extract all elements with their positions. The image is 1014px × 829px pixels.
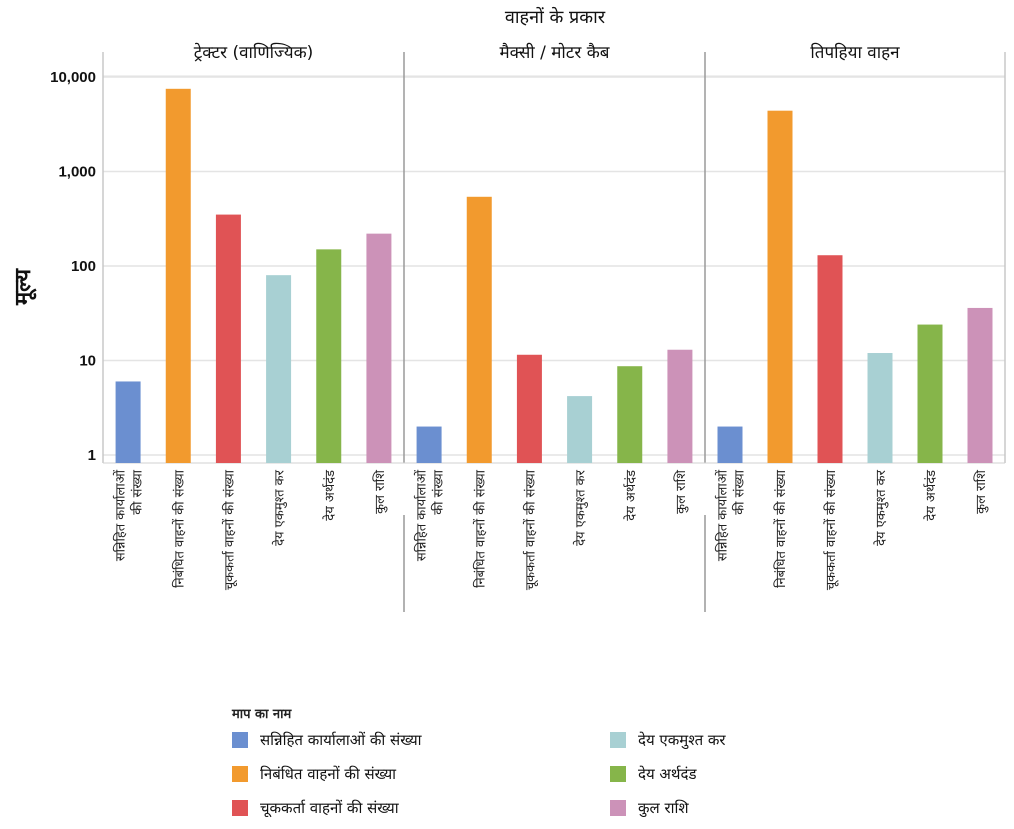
legend-swatch <box>610 766 626 782</box>
y-tick-label: 100 <box>71 258 96 275</box>
bar[interactable] <box>165 88 191 464</box>
x-tick-label: सन्निहित कार्यालाओं <box>113 469 129 561</box>
legend-label: देय एकमुश्त कर <box>638 731 726 749</box>
y-tick-label: 10 <box>79 353 96 370</box>
bar[interactable] <box>316 249 342 463</box>
x-tick-label: देय अर्थदंड <box>623 469 639 521</box>
x-tick-label: सन्निहित कार्यालाओं <box>414 469 430 561</box>
x-tick-label: कुल राशि <box>673 469 689 514</box>
legend-item[interactable]: निबंधित वाहनों की संख्या <box>232 764 396 784</box>
bar[interactable] <box>115 381 141 463</box>
legend-label: सन्निहित कार्यालाओं की संख्या <box>260 731 422 749</box>
x-tick-label: निबंधित वाहनों की संख्या <box>773 469 789 588</box>
legend-swatch <box>232 766 248 782</box>
legend-title: माप का नाम <box>232 707 292 722</box>
y-tick-label: 10,000 <box>50 69 96 86</box>
legend-label: देय अर्थदंड <box>638 765 697 783</box>
bar[interactable] <box>266 275 292 463</box>
bar[interactable] <box>516 354 542 463</box>
bar[interactable] <box>215 214 241 463</box>
bar[interactable] <box>567 396 593 463</box>
x-tick-label: देय अर्थदंड <box>322 469 338 521</box>
x-tick-label: कुल राशि <box>372 469 388 514</box>
legend-label: चूककर्ता वाहनों की संख्या <box>260 799 399 817</box>
y-tick-label: 1,000 <box>58 164 96 181</box>
x-tick-label: देय एकमुश्त कर <box>272 469 288 546</box>
legend-label: निबंधित वाहनों की संख्या <box>260 765 397 783</box>
legend-item[interactable]: चूककर्ता वाहनों की संख्या <box>232 798 399 818</box>
bar[interactable] <box>867 353 893 463</box>
legend-item[interactable]: देय एकमुश्त कर <box>610 730 726 750</box>
legend-label: कुल राशि <box>638 799 689 817</box>
legend-swatch <box>610 800 626 816</box>
x-tick-label: चूककर्ता वाहनों की संख्या <box>823 469 839 590</box>
y-axis-label: मूल्य <box>11 268 37 306</box>
legend-item[interactable]: सन्निहित कार्यालाओं की संख्या <box>232 730 422 750</box>
bar[interactable] <box>817 255 843 463</box>
x-tick-label: देय अर्थदंड <box>923 469 939 521</box>
x-tick-label: कुल राशि <box>973 469 989 514</box>
chart-title: वाहनों के प्रकार <box>505 6 606 28</box>
x-tick-label: निबंधित वाहनों की संख्या <box>472 469 488 588</box>
x-tick-label: की संख्या <box>732 469 748 514</box>
x-tick-label: की संख्या <box>130 469 146 514</box>
legend: माप का नाम सन्निहित कार्यालाओं की संख्या… <box>228 700 788 825</box>
legend-swatch <box>232 800 248 816</box>
x-tick-label: निबंधित वाहनों की संख्या <box>171 469 187 588</box>
bar[interactable] <box>717 426 743 463</box>
panel-title: मैक्सी / मोटर कैब <box>499 42 609 63</box>
y-tick-label: 1 <box>88 447 96 464</box>
bar[interactable] <box>617 366 643 463</box>
bar[interactable] <box>466 196 492 463</box>
panel-title: ट्रेक्टर (वाणिज्यिक) <box>194 42 314 63</box>
x-tick-label: की संख्या <box>431 469 447 514</box>
legend-swatch <box>232 732 248 748</box>
grid-layer <box>102 52 1006 612</box>
panel-title: तिपहिया वाहन <box>810 42 900 63</box>
bar[interactable] <box>917 324 943 463</box>
x-tick-label: देय एकमुश्त कर <box>873 469 889 546</box>
legend-item[interactable]: देय अर्थदंड <box>610 764 696 784</box>
bar[interactable] <box>416 426 442 463</box>
bar[interactable] <box>967 307 993 463</box>
bar[interactable] <box>767 110 793 463</box>
bar[interactable] <box>366 233 392 463</box>
bar[interactable] <box>667 349 693 463</box>
legend-swatch <box>610 732 626 748</box>
legend-item[interactable]: कुल राशि <box>610 798 689 818</box>
labels-layer: 1 10 100 1,000 10,000 ट्रेक्टर (वाणिज्यिक) सन्… <box>50 42 989 590</box>
x-tick-label: सन्निहित कार्यालाओं <box>715 469 731 561</box>
x-tick-label: चूककर्ता वाहनों की संख्या <box>522 469 538 590</box>
x-tick-label: चूककर्ता वाहनों की संख्या <box>221 469 237 590</box>
x-tick-label: देय एकमुश्त कर <box>573 469 589 546</box>
bars-layer <box>115 88 993 464</box>
